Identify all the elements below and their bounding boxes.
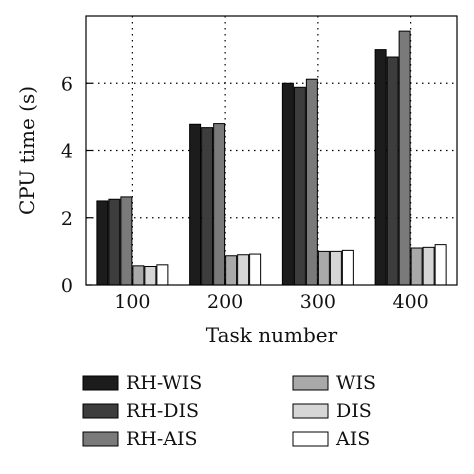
y-tick-label: 6 (61, 73, 73, 95)
bar-rh-wis (374, 49, 387, 286)
legend-swatch (82, 431, 119, 447)
y-tick-label: 2 (61, 208, 73, 230)
bars (96, 30, 447, 286)
bar-rh-dis (293, 86, 306, 286)
legend-label: RH-WIS (126, 372, 202, 394)
legend-swatch (292, 375, 329, 391)
bar-rh-ais (213, 123, 226, 286)
bar-dis (237, 254, 250, 286)
legend-swatch (82, 403, 119, 419)
legend-swatch (292, 431, 329, 447)
legend-swatch (292, 403, 329, 419)
legend-label: RH-AIS (126, 428, 198, 450)
x-tick-label: 400 (392, 291, 428, 313)
x-tick-label: 200 (207, 291, 243, 313)
bar-rh-dis (108, 198, 121, 286)
legend-label: WIS (336, 372, 376, 394)
bar-ais (434, 244, 447, 286)
bar-wis (410, 247, 423, 286)
bar-dis (144, 266, 157, 286)
y-tick-label: 4 (61, 141, 73, 163)
bar-dis (329, 250, 342, 286)
bar-rh-wis (189, 123, 202, 286)
legend: RH-WIS RH-DIS RH-AIS WIS DIS AIS (82, 372, 376, 450)
bar-rh-ais (305, 78, 318, 286)
bar-rh-wis (281, 82, 294, 286)
bar-ais (249, 253, 262, 286)
legend-label: AIS (335, 428, 370, 450)
axis-ticks: 0 2 4 6 100 200 300 400 (61, 73, 429, 313)
legend-label: RH-DIS (126, 400, 199, 422)
legend-label: DIS (336, 400, 372, 422)
bar-wis (225, 255, 238, 286)
bar-dis (422, 246, 435, 286)
x-tick-label: 300 (300, 291, 336, 313)
bar-wis (132, 265, 145, 286)
bar-rh-dis (386, 56, 399, 286)
y-tick-label: 0 (61, 275, 73, 297)
bar-rh-dis (201, 127, 214, 286)
bar-rh-ais (120, 196, 133, 286)
bar-wis (317, 250, 330, 286)
y-axis-label: CPU time (s) (15, 86, 39, 215)
x-axis-label: Task number (206, 323, 338, 347)
bar-ais (341, 249, 354, 286)
x-tick-label: 100 (114, 291, 150, 313)
bar-rh-wis (96, 200, 109, 286)
legend-swatch (82, 375, 119, 391)
bar-rh-ais (398, 30, 411, 286)
bar-ais (156, 264, 169, 286)
